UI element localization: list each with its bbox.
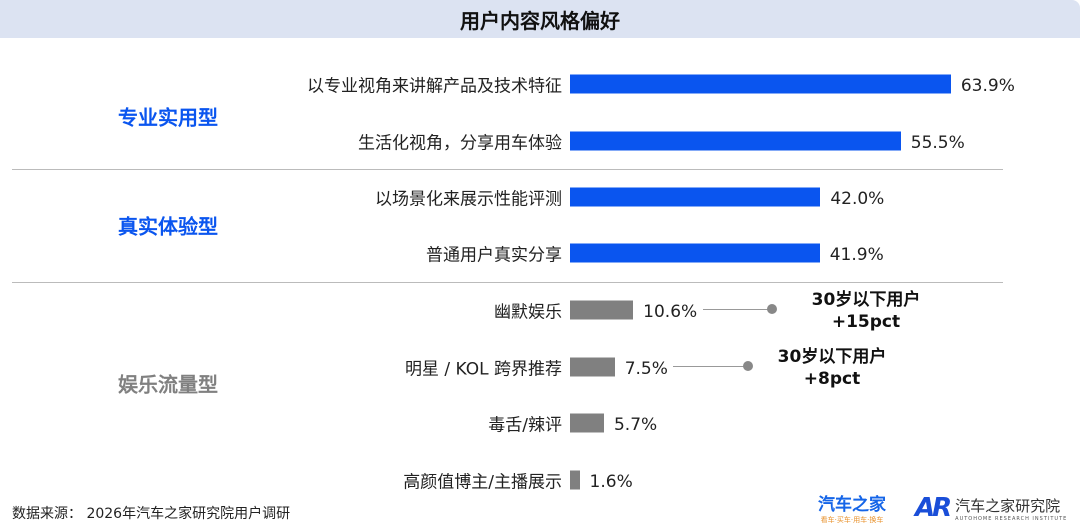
callout-dot <box>743 361 753 371</box>
data-source: 数据来源： 2026年汽车之家研究院用户调研 <box>12 506 291 522</box>
group-label: 真实体验型 <box>118 214 218 239</box>
bar <box>570 74 951 94</box>
value-label: 55.5% <box>910 133 965 153</box>
callout-line2: +8pct <box>803 369 861 389</box>
value-label: 63.9% <box>960 76 1015 96</box>
category-label: 毒舌/辣评 <box>488 415 562 436</box>
callout-text: 30岁以下用户 +8pct <box>778 346 887 390</box>
category-label: 普通用户真实分享 <box>426 245 562 266</box>
bar <box>570 243 820 263</box>
value-label: 10.6% <box>643 302 698 322</box>
group-divider <box>12 169 1003 170</box>
category-label: 高颜值博主/主播展示 <box>403 472 562 493</box>
bar <box>570 470 580 490</box>
value-label: 1.6% <box>589 472 633 492</box>
callout-text: 30岁以下用户 +15pct <box>812 289 921 333</box>
value-label: 41.9% <box>829 245 884 265</box>
bar <box>570 131 901 151</box>
group-divider <box>12 281 1003 283</box>
callout-line1: 30岁以下用户 <box>811 290 921 310</box>
callout-line <box>672 366 748 367</box>
category-label: 幽默娱乐 <box>494 302 562 323</box>
value-label: 5.7% <box>613 415 658 435</box>
bar <box>570 357 615 377</box>
chart-title: 用户内容风格偏好 <box>0 0 1080 38</box>
bar <box>570 413 604 433</box>
value-label: 42.0% <box>830 189 885 209</box>
value-label: 7.5% <box>624 359 668 379</box>
category-label: 以专业视角来讲解产品及技术特征 <box>307 76 562 97</box>
group-label: 娱乐流量型 <box>118 372 218 397</box>
bar <box>570 187 821 207</box>
research-institute-logo: AR 汽车之家研究院 AUTOHOME RESEARCH INSTITUTE <box>915 493 1068 523</box>
group-label: 专业实用型 <box>118 105 218 129</box>
callout-line <box>703 309 772 310</box>
callout-dot <box>767 304 777 314</box>
autohome-logo: 汽车之家 看车·买车·用车·换车 <box>818 495 886 524</box>
category-label: 明星 / KOL 跨界推荐 <box>404 359 562 380</box>
callout-line1: 30岁以下用户 <box>777 347 887 367</box>
category-label: 生活化视角，分享用车体验 <box>358 133 562 154</box>
category-label: 以场景化来展示性能评测 <box>375 189 562 210</box>
bar <box>570 300 634 320</box>
callout-line2: +15pct <box>831 312 901 332</box>
